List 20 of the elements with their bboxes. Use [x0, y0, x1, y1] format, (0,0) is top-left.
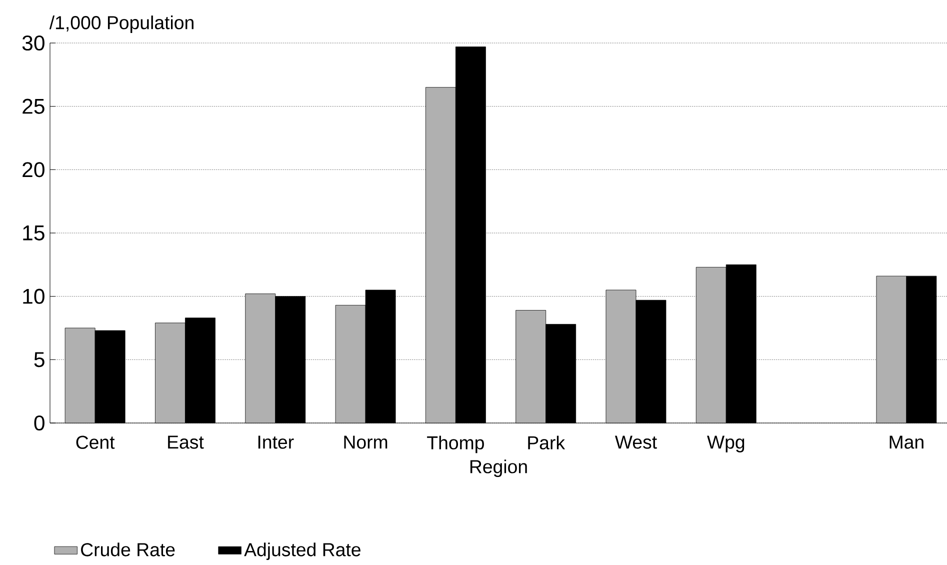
x-axis-title: Region [470, 460, 527, 477]
x-tick-label: East [168, 436, 204, 449]
y-tick-label: 0 [34, 415, 44, 431]
y-tick-label: 5 [34, 352, 44, 368]
y-axis-title: /1,000 Population [49, 16, 194, 33]
x-tick-label: West [614, 436, 657, 449]
x-tick-label: Inter [258, 436, 294, 449]
x-tick-label: Man [890, 436, 924, 449]
y-tick-label: 30 [22, 35, 44, 51]
y-tick-label: 15 [23, 226, 44, 240]
x-tick-label: Norm [344, 436, 388, 449]
x-tick-label: Wpg [707, 436, 744, 452]
x-tick-label: Thomp [427, 436, 484, 454]
legend-label: Crude Rate [81, 542, 175, 556]
x-tick-label: Park [528, 436, 566, 450]
legend-label: Adjusted Rate [244, 542, 360, 560]
y-tick-label: 25 [22, 98, 44, 114]
y-tick-label: 10 [23, 288, 44, 304]
x-tick-label: Cent [76, 436, 115, 449]
y-tick-label: 20 [22, 162, 44, 178]
